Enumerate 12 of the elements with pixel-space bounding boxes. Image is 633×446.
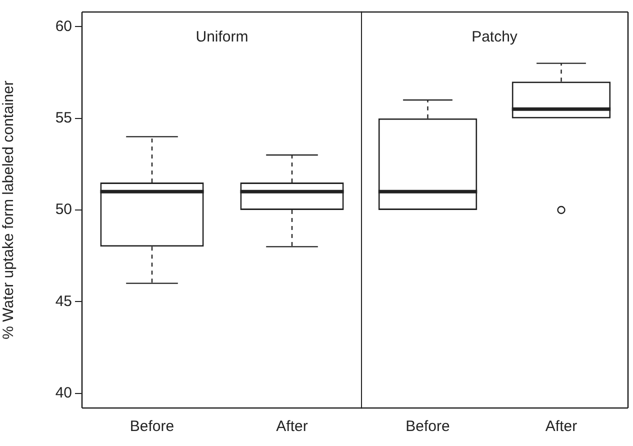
x-tick-label: After bbox=[545, 418, 578, 436]
y-axis-title: % Water uptake form labeled container bbox=[0, 80, 18, 340]
y-tick-label: 40 bbox=[55, 384, 72, 402]
x-tick-label: Before bbox=[406, 418, 450, 436]
y-tick-label: 55 bbox=[55, 109, 72, 126]
x-tick-label: After bbox=[276, 418, 308, 436]
x-tick-label: Before bbox=[130, 418, 174, 436]
text: Uniform bbox=[196, 28, 248, 46]
y-tick-label: 50 bbox=[55, 201, 72, 218]
text: Patchy bbox=[472, 28, 518, 46]
y-tick-label: 45 bbox=[55, 292, 72, 310]
y-tick-label: 60 bbox=[55, 18, 72, 35]
